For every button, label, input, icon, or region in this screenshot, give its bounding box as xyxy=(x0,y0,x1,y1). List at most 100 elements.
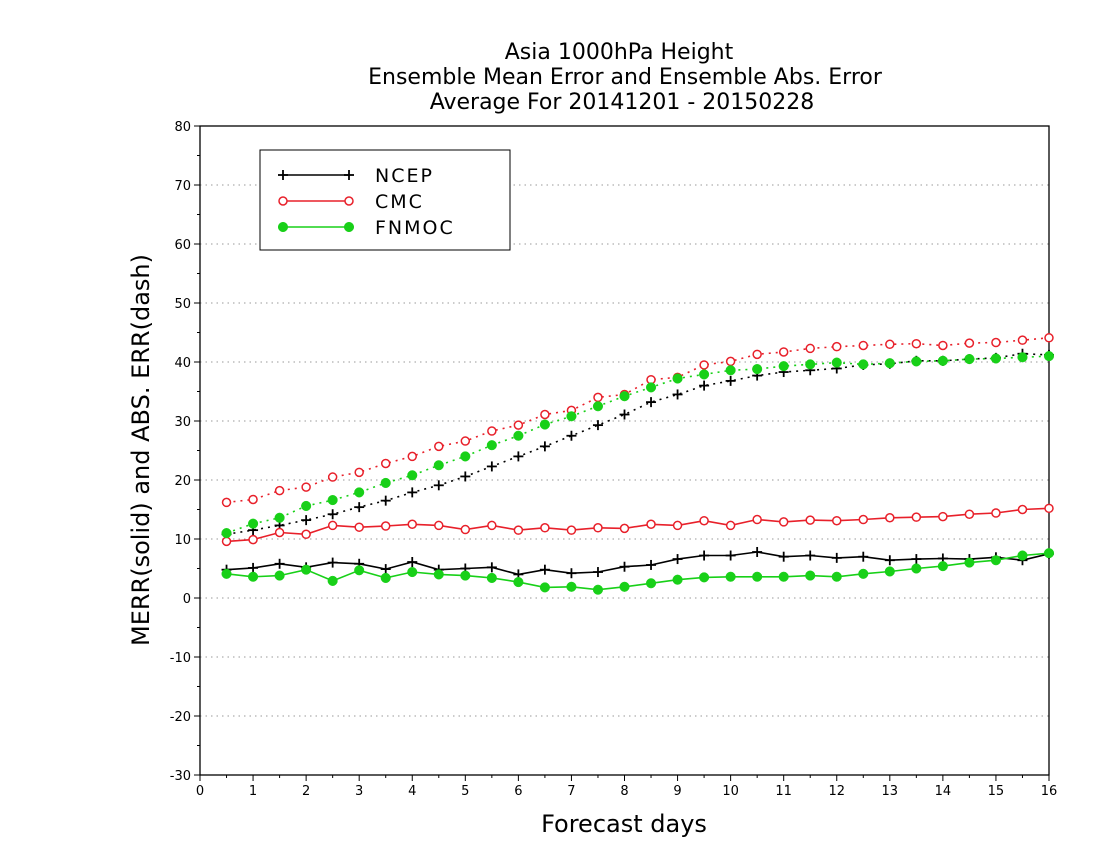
merr-point-cmc xyxy=(513,525,524,535)
abs-err-point-cmc xyxy=(301,482,311,492)
abs-err-point-fnmoc xyxy=(937,355,948,366)
merr-point-ncep xyxy=(699,550,710,561)
legend-entry-ncep: NCEP xyxy=(278,165,432,187)
abs-err-point-ncep xyxy=(354,502,365,513)
merr-point-cmc xyxy=(938,511,948,522)
x-tick-label: 1 xyxy=(249,784,257,799)
abs-err-point-cmc xyxy=(778,347,789,357)
y-tick-label: 20 xyxy=(174,474,191,489)
merr-point-ncep xyxy=(619,561,630,572)
abs-err-point-cmc xyxy=(248,494,258,505)
abs-err-point-cmc xyxy=(805,343,815,354)
legend-marker-cmc-start xyxy=(278,196,288,206)
merr-point-fnmoc xyxy=(672,574,683,585)
merr-point-fnmoc xyxy=(645,578,657,589)
merr-point-fnmoc xyxy=(1017,550,1028,561)
abs-err-point-cmc xyxy=(1017,335,1028,345)
merr-point-cmc xyxy=(593,523,603,533)
merr-point-ncep xyxy=(831,552,842,563)
merr-point-ncep xyxy=(248,562,259,573)
abs-err-point-cmc xyxy=(327,472,338,482)
merr-point-ncep xyxy=(486,562,497,573)
y-tick-label: -10 xyxy=(170,651,191,666)
merr-point-cmc xyxy=(354,522,364,532)
merr-point-cmc xyxy=(1044,503,1054,514)
legend-entry-fnmoc: FNMOC xyxy=(277,217,453,239)
abs-err-point-fnmoc xyxy=(221,528,232,539)
y-tick-label: 0 xyxy=(183,592,191,607)
abs-err-point-fnmoc xyxy=(513,430,524,441)
abs-err-point-cmc xyxy=(938,340,948,351)
abs-err-point-fnmoc xyxy=(460,451,471,462)
merr-point-fnmoc xyxy=(433,569,444,580)
x-axis-label: Forecast days xyxy=(541,810,707,838)
abs-err-point-cmc xyxy=(460,436,471,446)
merr-point-fnmoc xyxy=(990,555,1001,566)
abs-err-point-fnmoc xyxy=(566,411,577,422)
merr-point-ncep xyxy=(805,550,816,561)
merr-point-cmc xyxy=(540,523,550,533)
abs-err-point-cmc xyxy=(487,426,497,436)
legend-marker-fnmoc-end xyxy=(343,221,355,233)
abs-err-line-fnmoc xyxy=(226,355,1050,534)
x-tick-label: 3 xyxy=(355,784,363,799)
abs-err-point-fnmoc xyxy=(592,401,604,412)
merr-point-fnmoc xyxy=(831,571,842,582)
abs-err-point-cmc xyxy=(1044,333,1054,343)
merr-point-fnmoc xyxy=(354,565,365,576)
abs-err-point-fnmoc xyxy=(699,369,710,380)
x-tick-label: 12 xyxy=(828,784,845,799)
x-tick-label: 13 xyxy=(882,784,899,799)
abs-err-point-ncep xyxy=(725,375,736,386)
y-tick-label: 10 xyxy=(174,533,191,548)
series-fnmoc-abs-err xyxy=(221,351,1055,539)
merr-point-cmc xyxy=(646,519,656,529)
abs-err-point-fnmoc xyxy=(805,359,816,370)
merr-point-fnmoc xyxy=(460,570,471,581)
legend-box xyxy=(259,149,511,251)
abs-err-point-cmc xyxy=(354,467,364,478)
merr-point-cmc xyxy=(221,536,232,547)
abs-err-point-ncep xyxy=(619,409,630,420)
merr-point-cmc xyxy=(778,517,789,527)
merr-point-fnmoc xyxy=(301,564,312,575)
abs-err-point-fnmoc xyxy=(354,487,365,498)
merr-point-fnmoc xyxy=(911,563,922,574)
merr-point-fnmoc xyxy=(566,581,577,592)
merr-point-fnmoc xyxy=(858,568,869,579)
abs-err-point-ncep xyxy=(301,515,312,526)
abs-err-point-cmc xyxy=(434,441,444,452)
merr-point-fnmoc xyxy=(805,570,816,581)
abs-err-point-cmc xyxy=(832,341,842,352)
abs-err-point-fnmoc xyxy=(407,470,418,481)
abs-err-point-fnmoc xyxy=(274,512,285,523)
abs-err-point-ncep xyxy=(539,441,550,452)
x-tick-label: 15 xyxy=(988,784,1005,799)
chart-title: Asia 1000hPa Height Ensemble Mean Error … xyxy=(368,40,883,115)
x-tick-label: 5 xyxy=(461,784,469,799)
legend-marker-fnmoc-start xyxy=(277,221,289,233)
series-ncep-abs-err xyxy=(221,348,1054,540)
abs-err-point-ncep xyxy=(407,487,418,498)
merr-point-ncep xyxy=(380,564,391,575)
abs-err-point-ncep xyxy=(380,495,391,506)
abs-err-point-cmc xyxy=(752,349,762,360)
merr-point-fnmoc xyxy=(592,584,604,595)
abs-err-point-fnmoc xyxy=(619,391,630,402)
abs-err-point-fnmoc xyxy=(884,358,895,369)
merr-point-fnmoc xyxy=(1043,548,1055,559)
merr-point-ncep xyxy=(327,557,338,568)
abs-err-point-ncep xyxy=(646,397,657,408)
merr-point-cmc xyxy=(699,515,709,526)
abs-err-point-ncep xyxy=(672,389,683,400)
merr-point-ncep xyxy=(884,555,895,566)
y-tick-label: 70 xyxy=(174,179,191,194)
merr-point-cmc xyxy=(407,519,417,529)
merr-point-ncep xyxy=(725,550,736,561)
abs-err-point-cmc xyxy=(540,409,550,420)
series-ncep-merr xyxy=(221,546,1054,580)
merr-point-fnmoc xyxy=(486,572,497,583)
series-cmc-abs-err xyxy=(221,333,1054,508)
merr-point-ncep xyxy=(752,546,763,557)
